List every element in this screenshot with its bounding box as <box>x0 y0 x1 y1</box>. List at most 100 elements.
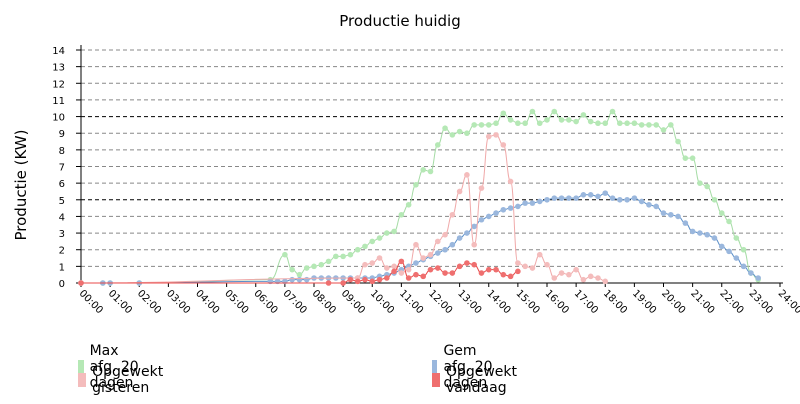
data-point <box>566 195 572 201</box>
legend-swatch-max <box>78 360 84 374</box>
x-tick-label: 23:00 <box>747 288 775 316</box>
data-point <box>587 191 594 198</box>
data-point <box>456 263 463 270</box>
data-point <box>493 266 499 273</box>
data-point <box>420 255 427 261</box>
data-point <box>471 122 477 128</box>
data-point <box>551 195 558 201</box>
legend-item-vandaag: Opgewekt vandaag <box>432 364 523 396</box>
data-point <box>595 120 601 127</box>
data-point <box>485 133 492 140</box>
data-point <box>456 128 463 135</box>
data-point <box>384 230 390 236</box>
series-3 <box>78 258 521 286</box>
series-line <box>80 111 759 284</box>
data-point <box>464 230 470 236</box>
data-point <box>311 263 317 270</box>
data-point <box>617 196 623 203</box>
x-tick-label: 11:00 <box>397 288 425 316</box>
data-point <box>529 108 536 115</box>
x-tick-label: 24:00 <box>776 288 800 316</box>
data-point <box>434 250 441 256</box>
data-point <box>507 178 514 185</box>
x-tick-label: 20:00 <box>659 288 687 316</box>
data-point <box>493 120 499 127</box>
data-point <box>602 120 609 127</box>
data-point <box>485 266 492 273</box>
data-point <box>624 120 630 127</box>
data-point <box>740 263 747 270</box>
data-point <box>653 122 660 128</box>
y-tick-label: 3 <box>59 229 65 240</box>
x-tick-label: 08:00 <box>310 288 338 316</box>
x-tick-label: 15:00 <box>514 288 542 316</box>
x-tick-label: 00:00 <box>77 288 105 316</box>
data-point <box>449 132 456 138</box>
data-point <box>325 258 332 265</box>
data-point <box>558 270 565 276</box>
data-point <box>456 188 463 195</box>
data-point <box>478 270 485 276</box>
data-point <box>347 276 354 283</box>
y-tick-label: 11 <box>52 96 65 107</box>
data-point <box>617 120 623 127</box>
data-point <box>500 206 507 213</box>
x-tick-label: 13:00 <box>455 288 483 316</box>
x-tick-label: 17:00 <box>572 288 600 316</box>
data-point <box>515 120 521 127</box>
data-point <box>369 260 376 266</box>
data-point <box>675 213 681 220</box>
legend-label-gem: Gem afg. 20 dagen <box>443 343 493 391</box>
data-point <box>318 261 325 268</box>
data-point <box>391 263 397 270</box>
data-point <box>340 280 346 286</box>
data-point <box>398 270 405 276</box>
data-point <box>544 196 550 203</box>
data-point <box>711 196 718 203</box>
data-point <box>529 265 536 271</box>
gridlines <box>81 49 783 267</box>
data-point <box>507 205 514 211</box>
data-point <box>544 261 550 268</box>
data-point <box>515 268 521 275</box>
x-tick-label: 22:00 <box>717 288 745 316</box>
data-point <box>682 220 689 226</box>
data-point <box>471 241 477 248</box>
data-point <box>587 273 594 280</box>
data-point <box>711 235 718 241</box>
data-point <box>718 210 725 216</box>
data-point <box>544 117 550 123</box>
data-point <box>631 195 638 201</box>
data-point <box>718 243 725 250</box>
data-point <box>398 211 405 218</box>
data-point <box>384 265 390 271</box>
data-point <box>551 275 558 281</box>
data-point <box>602 278 609 285</box>
data-point <box>558 117 565 123</box>
data-point <box>420 167 427 173</box>
data-point <box>449 211 456 218</box>
y-tick-label: 12 <box>52 79 65 90</box>
data-point <box>485 122 492 128</box>
data-point <box>522 200 528 206</box>
data-point <box>464 260 470 266</box>
data-point <box>529 200 536 206</box>
data-point <box>384 275 390 281</box>
data-point <box>660 210 667 216</box>
data-point <box>442 246 448 253</box>
legend-swatch-gem <box>432 360 438 374</box>
data-point <box>515 260 521 266</box>
x-tick-label: 18:00 <box>601 288 629 316</box>
data-point <box>522 120 528 127</box>
x-tick-label: 16:00 <box>543 288 571 316</box>
data-point <box>289 276 295 283</box>
data-point <box>704 183 710 190</box>
data-point <box>638 122 645 128</box>
y-tick-label: 1 <box>59 262 65 273</box>
data-point <box>442 270 448 276</box>
data-point <box>471 261 477 268</box>
data-point <box>602 190 609 196</box>
data-point <box>333 253 339 260</box>
